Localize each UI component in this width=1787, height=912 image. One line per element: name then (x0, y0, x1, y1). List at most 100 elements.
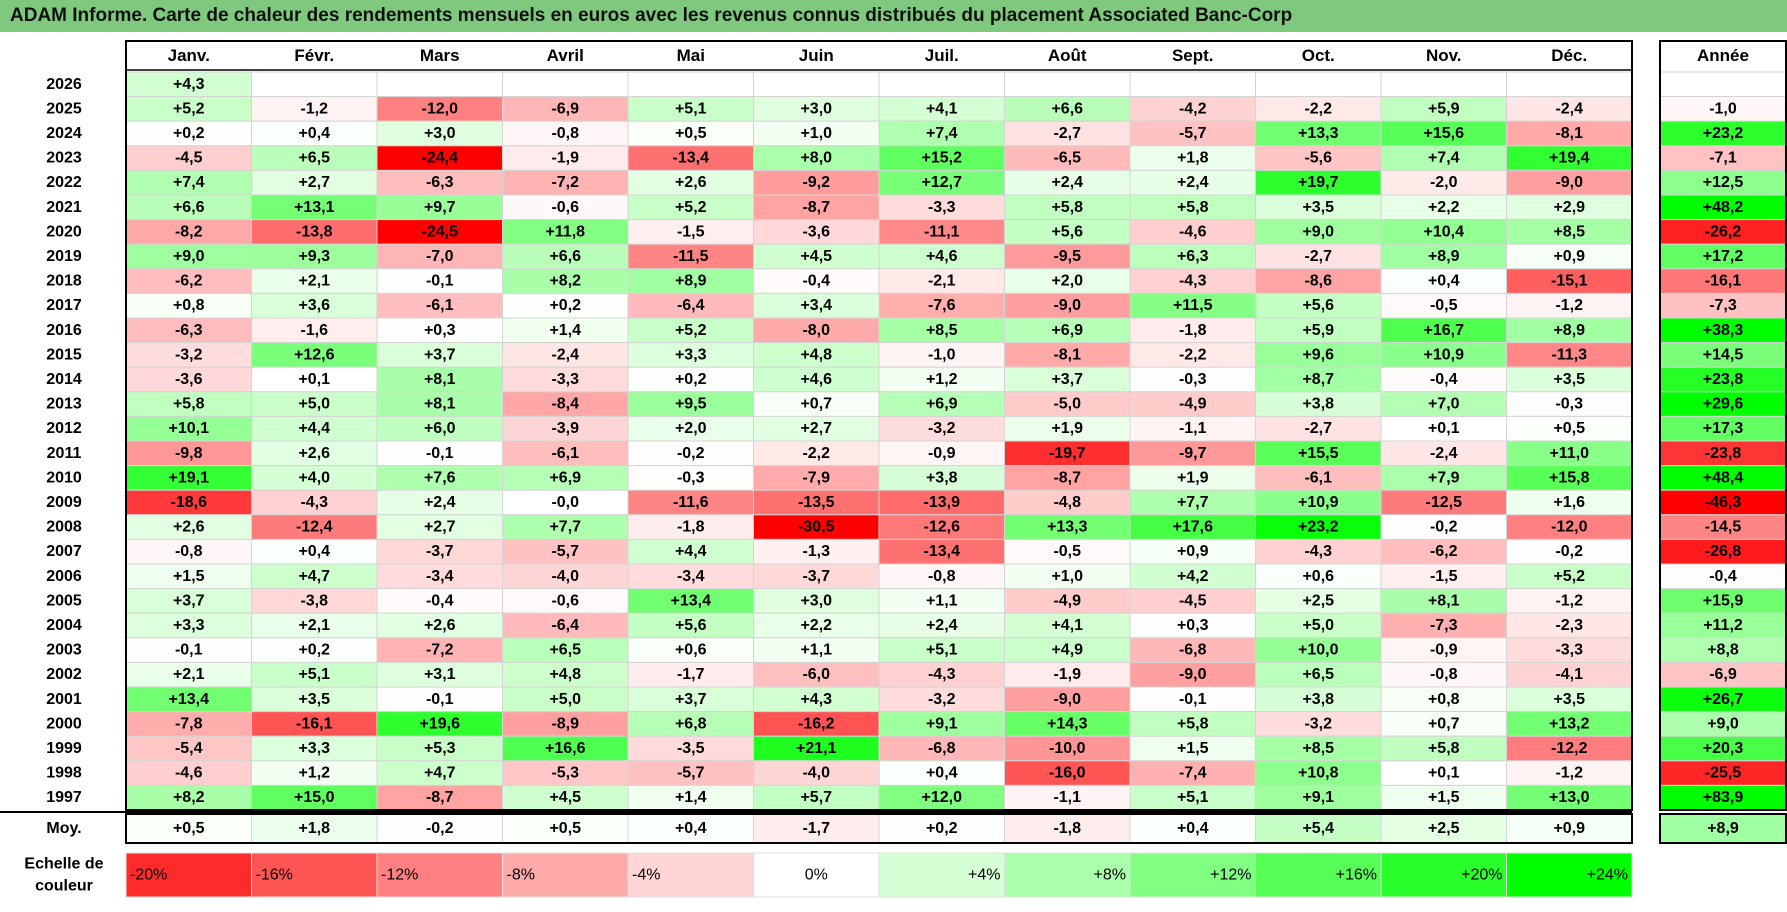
heatmap-cell (376, 465, 503, 491)
month-header: Sept. (1172, 46, 1214, 65)
cell-value: +3,3 (298, 740, 330, 757)
cell-value: -1,5 (1430, 568, 1458, 585)
month-header: Juil. (925, 46, 959, 65)
annual-cell (1659, 784, 1787, 811)
cell-value: -2,2 (1304, 100, 1332, 117)
heatmap-cell (1004, 661, 1131, 688)
average-cell (1506, 813, 1633, 844)
cell-value: -2,7 (1304, 420, 1332, 437)
cell-value: -11,1 (924, 223, 960, 240)
average-value: +5,4 (1302, 820, 1334, 837)
heatmap-cell (1506, 465, 1633, 491)
cell-value: +4,1 (926, 100, 958, 117)
cell-value: -6,0 (802, 666, 830, 683)
heatmap-cell (753, 784, 880, 811)
heatmap-cell (1255, 366, 1382, 393)
heatmap-cell (1129, 96, 1256, 122)
cell-value: +12,6 (294, 346, 335, 363)
cell-value: -6,3 (426, 174, 454, 191)
heatmap-cell (1004, 760, 1131, 786)
cell-value: +8,1 (424, 396, 456, 413)
cell-value: -2,4 (1430, 445, 1458, 462)
heatmap-cell (125, 538, 252, 565)
cell-value: -7,4 (1179, 765, 1207, 782)
year-label: 2011 (47, 445, 82, 462)
heatmap-cell (1129, 243, 1256, 270)
cell-value: +23,2 (1298, 519, 1339, 536)
year-label: 2015 (46, 346, 82, 363)
heatmap-cell (1129, 194, 1256, 221)
heatmap-cell (753, 686, 880, 713)
cell-value: -2,7 (1304, 248, 1332, 265)
heatmap-cell (878, 96, 1005, 122)
cell-value: -6,9 (551, 100, 579, 117)
cell-value: +0,4 (298, 543, 330, 560)
cell-value: -4,8 (1053, 494, 1081, 511)
annual-value: +15,9 (1703, 592, 1744, 609)
heatmap-cell (1255, 145, 1382, 171)
chart-title: ADAM Informe. Carte de chaleur des rende… (0, 0, 1787, 32)
heatmap-cell (1004, 268, 1131, 294)
annual-value: -6,9 (1709, 666, 1737, 683)
year-label: 2013 (46, 396, 82, 413)
cell-value: +9,1 (926, 715, 958, 732)
cell-value: -0,1 (426, 445, 454, 462)
cell-value: +6,9 (926, 396, 958, 413)
heatmap-cell (1255, 514, 1382, 540)
cell-value: -5,3 (551, 765, 579, 782)
cell-value: +2,7 (424, 519, 456, 536)
heatmap-cell (1506, 169, 1633, 196)
heatmap-cell (1255, 735, 1382, 762)
year-label: 2001 (46, 691, 82, 708)
heatmap-cell (1004, 588, 1131, 614)
cell-value: -1,9 (1053, 666, 1081, 683)
cell-value: -0,5 (1053, 543, 1081, 560)
heatmap-cell (1255, 760, 1382, 786)
heatmap-cell (1129, 538, 1256, 565)
heatmap-cell (1004, 194, 1131, 221)
heatmap-cell (502, 71, 629, 98)
heatmap-cell (1380, 194, 1507, 221)
cell-value: +1,0 (1051, 568, 1083, 585)
cell-value: +3,5 (1302, 199, 1334, 216)
annual-cell (1659, 588, 1787, 614)
cell-value: +2,6 (424, 617, 456, 634)
heatmap-cell (753, 219, 880, 245)
heatmap-cell (376, 120, 503, 147)
heatmap-cell (1380, 96, 1507, 122)
heatmap-cell (753, 317, 880, 344)
cell-value: -12,2 (1551, 740, 1588, 757)
cell-value: -1,8 (1179, 322, 1207, 339)
heatmap-cell (1004, 784, 1131, 811)
heatmap-cell (753, 145, 880, 171)
heatmap-cell (753, 735, 880, 762)
heatmap-cell (376, 588, 503, 614)
heatmap-cell (125, 415, 252, 442)
heatmap-cell (251, 661, 378, 688)
legend-step-label: +16% (1336, 867, 1377, 884)
heatmap-cell (1004, 145, 1131, 171)
cell-value: -4,3 (928, 666, 956, 683)
annual-value: +48,4 (1703, 469, 1744, 486)
year-label: 2009 (46, 494, 82, 511)
cell-value: -0,0 (551, 494, 579, 511)
heatmap-cell (878, 71, 1005, 98)
legend-swatch (1380, 852, 1507, 898)
heatmap-cell (251, 760, 378, 786)
year-label: 2017 (46, 297, 82, 314)
cell-value: +8,7 (1302, 371, 1334, 388)
heatmap-cell (502, 219, 629, 245)
cell-value: -8,1 (1555, 125, 1583, 142)
average-value: +0,4 (1177, 820, 1209, 837)
cell-value: -13,9 (924, 494, 961, 511)
cell-value: +5,9 (1302, 322, 1334, 339)
heatmap-cell (502, 760, 629, 786)
cell-value: +0,9 (1553, 248, 1585, 265)
cell-value: +5,7 (800, 789, 832, 806)
annual-value: -0,4 (1709, 568, 1737, 585)
cell-value: +1,6 (1553, 494, 1585, 511)
heatmap-cell (1380, 292, 1507, 319)
heatmap-cell (251, 342, 378, 368)
heatmap-cell (502, 120, 629, 147)
cell-value: +1,5 (173, 568, 205, 585)
